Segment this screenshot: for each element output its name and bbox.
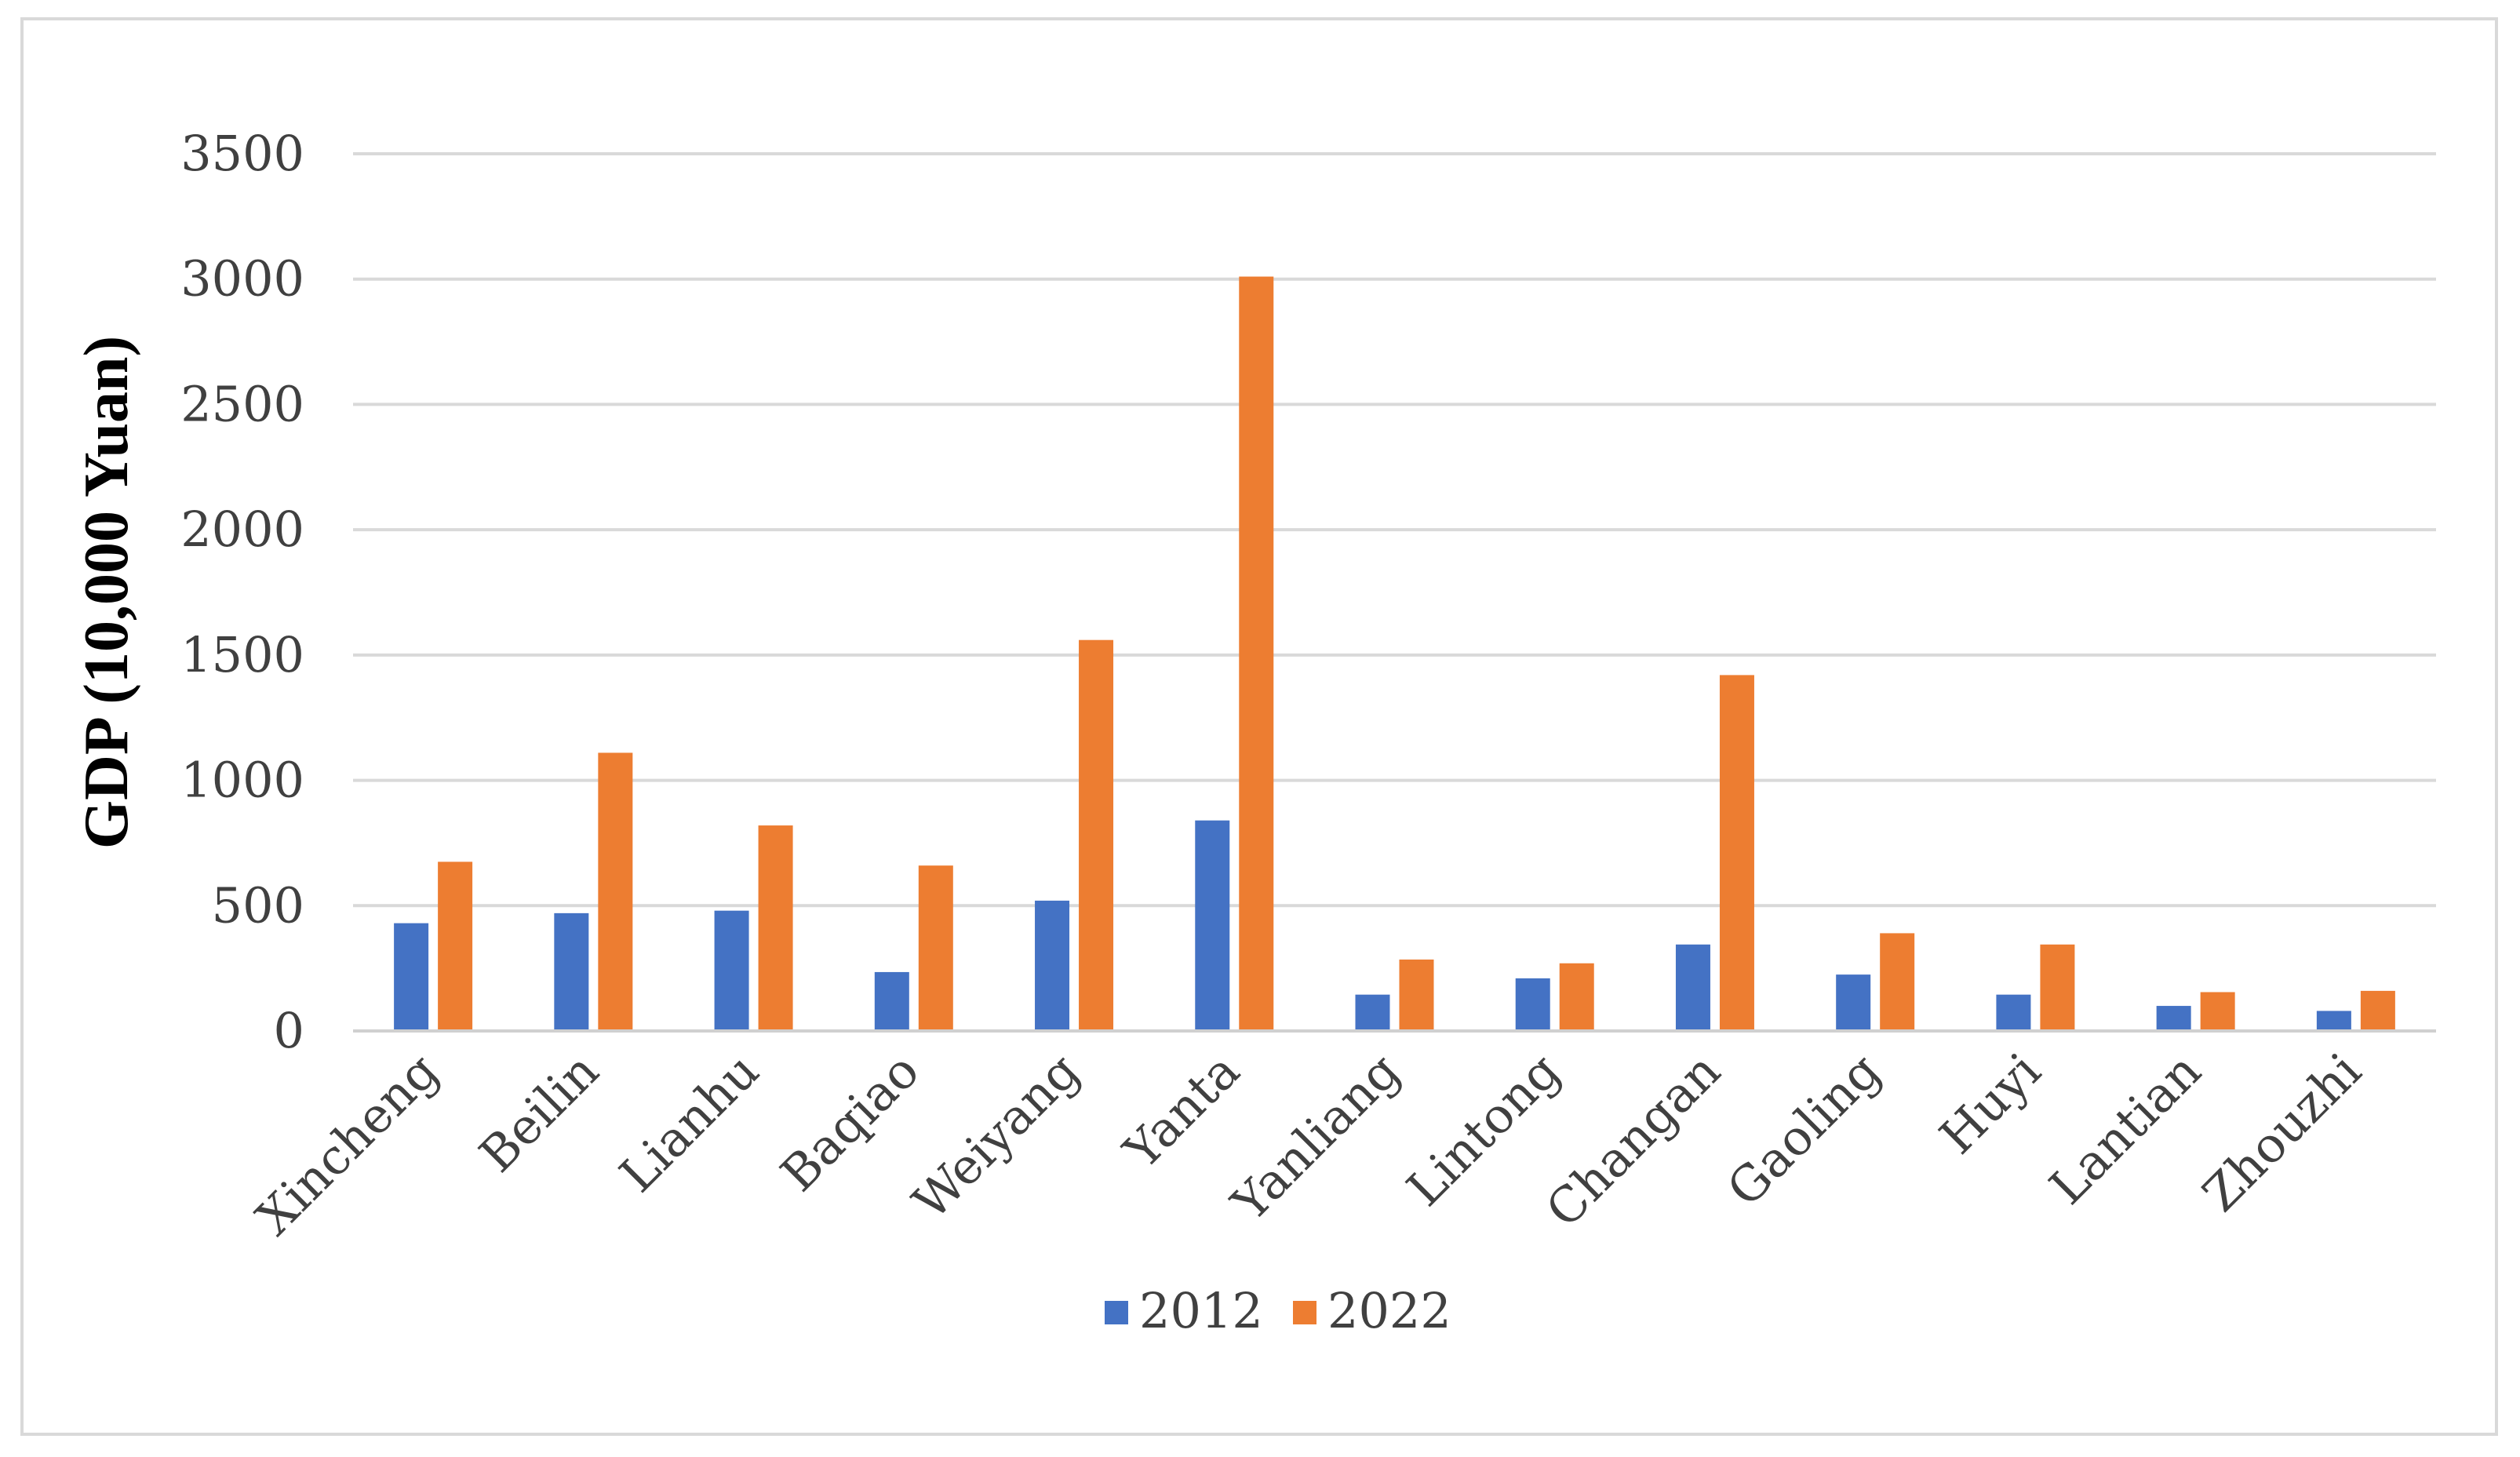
bar-xincheng-2022 <box>438 861 473 1031</box>
y-tick-label: 1500 <box>180 626 304 683</box>
y-axis-tick-labels: 0 500 1000 1500 2000 2500 3000 3500 <box>180 125 304 1059</box>
y-tick-label: 1000 <box>180 752 304 809</box>
y-tick-label: 0 <box>274 1002 304 1059</box>
x-category-label: Weiyang <box>901 1042 1090 1230</box>
bar-lantian-2012 <box>2156 1006 2191 1031</box>
x-category-label: Changan <box>1535 1042 1731 1238</box>
bar-huyi-2022 <box>2040 944 2075 1031</box>
bar-gaoling-2012 <box>1836 974 1871 1031</box>
bar-zhouzhi-2022 <box>2360 990 2395 1031</box>
y-tick-label: 2500 <box>180 375 304 432</box>
bar-xincheng-2012 <box>394 923 429 1031</box>
bar-weiyang-2012 <box>1035 900 1070 1031</box>
x-category-label: Huyi <box>1928 1042 2052 1165</box>
bar-changan-2022 <box>1719 675 1754 1031</box>
x-category-label: Baqiao <box>770 1042 930 1203</box>
bar-yanta-2012 <box>1195 820 1230 1031</box>
y-tick-label: 2000 <box>180 501 304 558</box>
legend: 2012 2022 <box>1105 1282 1451 1339</box>
x-category-label: Beilin <box>468 1042 610 1183</box>
legend-label: 2022 <box>1327 1282 1451 1339</box>
bar-gaoling-2022 <box>1880 933 1915 1031</box>
y-tick-label: 3500 <box>180 125 304 182</box>
bar-yanliang-2012 <box>1355 994 1390 1031</box>
bar-lintong-2022 <box>1559 963 1594 1031</box>
legend-swatch-2012 <box>1105 1301 1128 1324</box>
x-category-label: Zhouzhi <box>2191 1042 2372 1222</box>
gridlines <box>353 152 2436 908</box>
legend-swatch-2022 <box>1293 1301 1316 1324</box>
bar-lintong-2012 <box>1515 978 1550 1031</box>
bar-baqiao-2022 <box>918 865 953 1031</box>
bar-beilin-2022 <box>598 752 633 1031</box>
bar-changan-2012 <box>1675 944 1710 1031</box>
x-category-label: Gaoling <box>1716 1042 1892 1218</box>
bars <box>394 276 2395 1031</box>
x-category-label: Lianhu <box>609 1042 770 1204</box>
y-tick-label: 500 <box>212 876 304 934</box>
y-axis-title: GDP (10,000 Yuan) <box>72 336 141 849</box>
bar-lianhu-2022 <box>758 825 793 1031</box>
bar-huyi-2012 <box>1996 994 2031 1031</box>
bar-baqiao-2012 <box>874 971 909 1031</box>
bar-yanliang-2022 <box>1399 959 1434 1031</box>
y-tick-label: 3000 <box>180 250 304 308</box>
bar-lantian-2022 <box>2200 992 2235 1031</box>
x-category-label: Yanliang <box>1220 1042 1411 1233</box>
bar-beilin-2012 <box>554 912 589 1031</box>
bar-weiyang-2022 <box>1079 639 1114 1031</box>
x-category-label: Lantian <box>2038 1042 2212 1215</box>
x-category-label: Xincheng <box>246 1042 450 1246</box>
legend-label: 2012 <box>1139 1282 1263 1339</box>
bar-zhouzhi-2012 <box>2316 1011 2351 1031</box>
bar-lianhu-2012 <box>714 910 749 1031</box>
bar-yanta-2022 <box>1239 276 1274 1031</box>
x-category-label: Yanta <box>1113 1042 1251 1180</box>
